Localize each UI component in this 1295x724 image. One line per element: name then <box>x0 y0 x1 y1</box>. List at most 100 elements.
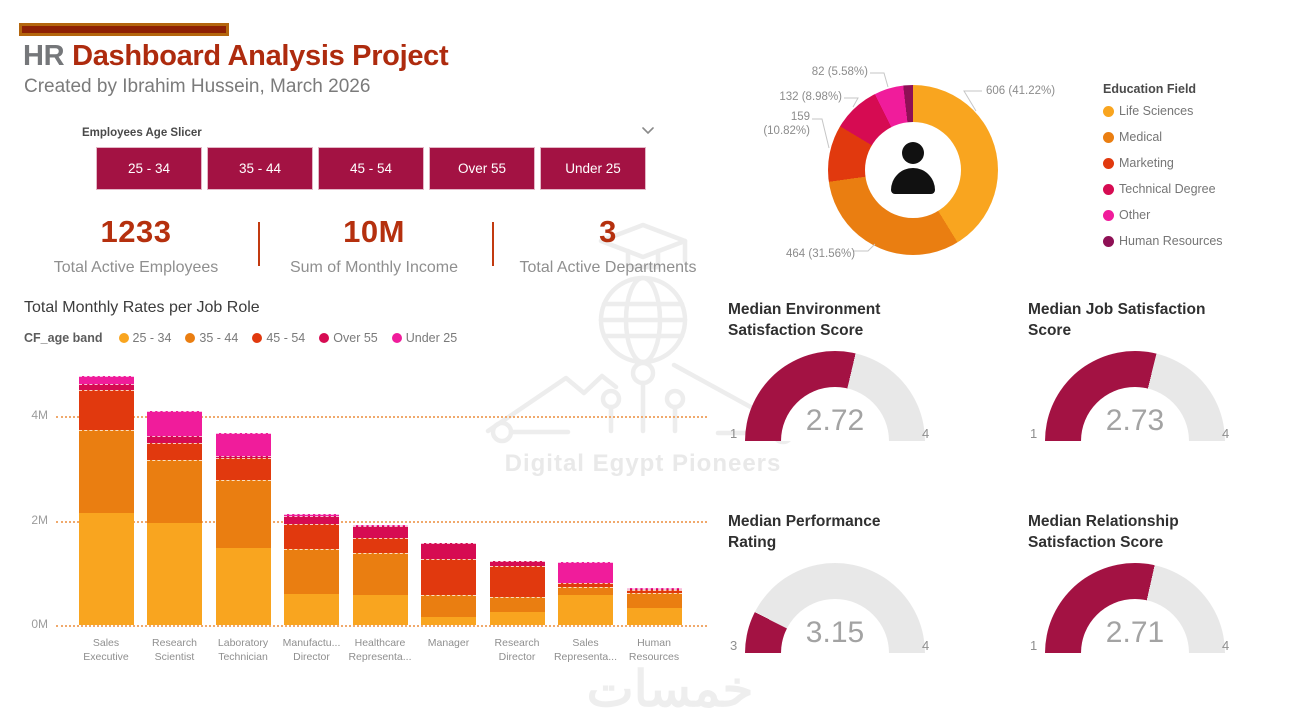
bar-sales-executive[interactable] <box>78 375 134 625</box>
legend-item-label: Human Resources <box>1119 234 1223 248</box>
bar-segment-35-44[interactable] <box>78 430 134 513</box>
bar-laboratory-technician[interactable] <box>215 433 271 625</box>
bar-segment-Over55[interactable] <box>284 515 339 525</box>
gauge-min-label: 1 <box>1030 638 1038 653</box>
age-slicer-button-45-54[interactable]: 45 - 54 <box>318 147 424 190</box>
bar-segment-Over55[interactable] <box>421 542 476 560</box>
bar-segment-25-34[interactable] <box>215 547 271 625</box>
page-subtitle: Created by Ibrahim Hussein, March 2026 <box>24 76 371 97</box>
legend-item-label: Marketing <box>1119 156 1174 170</box>
bar-segment-45-54[interactable] <box>147 442 202 460</box>
x-axis-label: Healthcare Representa... <box>348 637 412 664</box>
bar-segment-Under25[interactable] <box>284 514 339 516</box>
legend-item-label: Medical <box>1119 130 1163 144</box>
chevron-down-icon[interactable] <box>641 126 655 136</box>
bar-segment-35-44[interactable] <box>147 459 202 524</box>
slicer-title: Employees Age Slicer <box>82 127 202 139</box>
gauge-title: Median Job Satisfaction Score <box>1028 301 1206 339</box>
gridline-4M <box>56 416 707 418</box>
gauge-max-label: 4 <box>1222 426 1230 441</box>
gridline-0M <box>56 625 707 627</box>
bar-manufactu-director[interactable] <box>284 514 339 625</box>
bar-research-scientist[interactable] <box>147 410 202 625</box>
bar-segment-Under25[interactable] <box>215 433 271 456</box>
bar-chart-legend: CF_age band 25 - 34 35 - 44 45 - 54 Over 55 U… <box>24 331 457 345</box>
bar-legend-item-Under25[interactable]: Under 25 <box>391 331 457 345</box>
bar-segment-Over55[interactable] <box>78 384 134 390</box>
legend-item-life-sciences[interactable]: Life Sciences <box>1103 104 1193 118</box>
age-slicer-button-25-34[interactable]: 25 - 34 <box>96 147 202 190</box>
x-axis-label: Sales Representa... <box>553 637 618 664</box>
page-title-rest: Dashboard Analysis Project <box>72 40 449 72</box>
bar-segment-25-34[interactable] <box>558 595 613 625</box>
age-slicer-button-35-44[interactable]: 35 - 44 <box>207 147 313 190</box>
bar-legend-item-35-44[interactable]: 35 - 44 <box>185 331 238 345</box>
legend-item-other[interactable]: Other <box>1103 208 1150 222</box>
bar-segment-35-44[interactable] <box>215 479 271 548</box>
bar-segment-25-34[interactable] <box>147 523 202 625</box>
bar-segment-45-54[interactable] <box>284 524 339 549</box>
bar-segment-25-34[interactable] <box>626 608 682 625</box>
bar-segment-25-34[interactable] <box>489 612 545 625</box>
bar-segment-25-34[interactable] <box>284 594 339 625</box>
bar-segment-45-54[interactable] <box>421 559 476 596</box>
legend-item-technical-degree[interactable]: Technical Degree <box>1103 182 1216 196</box>
bar-healthcare-representa[interactable] <box>352 524 408 625</box>
bar-segment-45-54[interactable] <box>558 582 613 588</box>
bar-segment-Under25[interactable] <box>78 375 134 385</box>
bar-segment-Over55[interactable] <box>489 561 545 566</box>
y-axis-tick: 2M <box>31 512 48 527</box>
gauge-value: 2.72 <box>805 404 865 437</box>
legend-item-marketing[interactable]: Marketing <box>1103 156 1174 170</box>
bar-segment-45-54[interactable] <box>489 565 545 598</box>
bar-segment-Under25[interactable] <box>558 562 613 583</box>
age-slicer-button-Under25[interactable]: Under 25 <box>540 147 646 190</box>
bar-manager[interactable] <box>421 542 476 625</box>
age-slicer-button-Over55[interactable]: Over 55 <box>429 147 535 190</box>
gauge-value: 2.71 <box>1105 616 1165 649</box>
bar-segment-Under25[interactable] <box>352 524 408 526</box>
legend-item-human-resources[interactable]: Human Resources <box>1103 234 1223 248</box>
bar-sales-representa[interactable] <box>558 562 613 625</box>
bar-segment-35-44[interactable] <box>421 595 476 617</box>
legend-color-dot <box>391 333 402 343</box>
gauge-max-label: 4 <box>1222 638 1230 653</box>
bar-segment-Over55[interactable] <box>626 588 682 590</box>
bar-segment-Under25[interactable] <box>147 410 202 436</box>
bar-segment-35-44[interactable] <box>558 587 613 596</box>
bar-segment-35-44[interactable] <box>284 548 339 595</box>
y-axis-tick: 4M <box>31 408 48 422</box>
bar-legend-title: CF_age band <box>24 331 103 345</box>
bar-segment-25-34[interactable] <box>78 512 134 625</box>
donut-leader-lines <box>812 72 982 252</box>
bar-segment-45-54[interactable] <box>352 537 408 553</box>
bar-segment-Over55[interactable] <box>147 435 202 443</box>
donut-data-label: 159 (10.82%) <box>763 111 810 138</box>
bar-segment-Over55[interactable] <box>352 525 408 538</box>
bar-segment-25-34[interactable] <box>421 616 476 625</box>
legend-item-label: 35 - 44 <box>199 331 239 345</box>
bar-segment-Under25[interactable] <box>626 587 682 589</box>
education-field-chart: 606 (41.22%) 464 (31.56%) 159 (10.82%) 132 (… <box>748 58 1098 273</box>
legend-item-label: Technical Degree <box>1119 182 1216 196</box>
bar-legend-item-Over55[interactable]: Over 55 <box>319 331 378 345</box>
legend-color-dot <box>252 333 263 343</box>
bar-segment-45-54[interactable] <box>626 590 682 594</box>
bar-research-director[interactable] <box>489 561 545 625</box>
x-axis-label: Research Scientist <box>152 637 197 664</box>
gauge-value: 2.73 <box>1105 404 1165 437</box>
bar-segment-45-54[interactable] <box>78 389 134 431</box>
bar-segment-25-34[interactable] <box>352 595 408 625</box>
bar-segment-35-44[interactable] <box>626 593 682 609</box>
bar-segment-45-54[interactable] <box>215 458 271 480</box>
bar-human-resources[interactable] <box>626 587 682 625</box>
legend-item-medical[interactable]: Medical <box>1103 130 1162 144</box>
bar-segment-35-44[interactable] <box>489 597 545 613</box>
kpi-card: 1233 Total Active Employees <box>26 214 246 277</box>
bar-legend-item-25-34[interactable]: 25 - 34 <box>118 331 171 345</box>
bar-legend-item-45-54[interactable]: 45 - 54 <box>252 331 305 345</box>
kpi-label: Sum of Monthly Income <box>289 259 459 276</box>
x-axis-label: Human Resources <box>628 637 680 664</box>
bar-segment-35-44[interactable] <box>352 552 408 596</box>
bar-segment-Over55[interactable] <box>215 455 271 459</box>
